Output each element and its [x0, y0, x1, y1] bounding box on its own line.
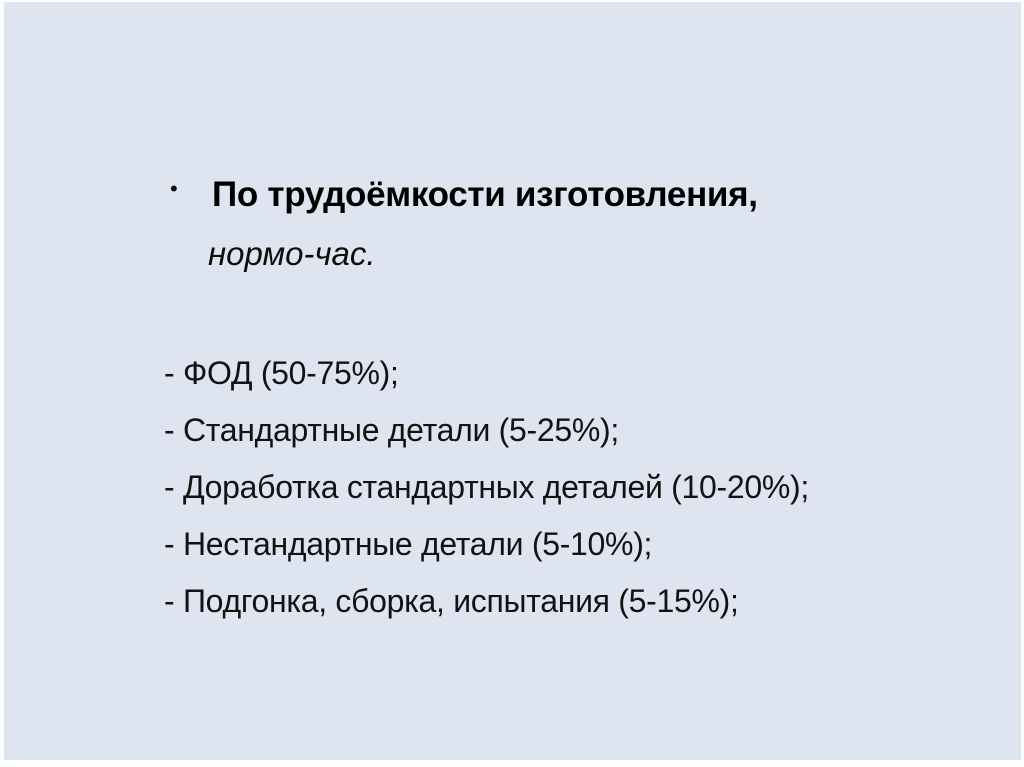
list-item: - Стандартные детали (5-25%);	[164, 412, 619, 448]
heading-title: По трудоёмкости изготовления,	[212, 175, 758, 214]
item-list: - ФОД (50-75%); - Стандартные детали (5-…	[164, 345, 809, 630]
heading-row: • По трудоёмкости изготовления,	[170, 165, 758, 225]
bullet-icon: •	[170, 176, 178, 201]
list-item: - ФОД (50-75%);	[164, 355, 399, 391]
slide-canvas: • По трудоёмкости изготовления, нормо-ча…	[4, 2, 1021, 760]
list-item: - Доработка стандартных деталей (10-20%)…	[164, 469, 809, 505]
heading-subtitle: нормо-час.	[208, 235, 376, 272]
list-item: - Подгонка, сборка, испытания (5-15%);	[164, 583, 739, 619]
list-item: - Нестандартные детали (5-10%);	[164, 526, 653, 562]
